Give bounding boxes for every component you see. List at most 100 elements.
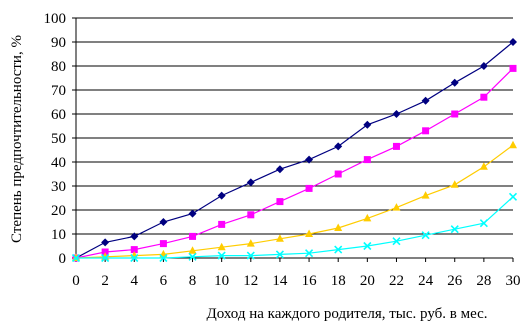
x-tick-label: 14 [272,273,288,289]
data-point [188,246,197,254]
x-tick-label: 22 [389,273,404,289]
data-point [188,209,197,218]
series-1 [72,38,517,262]
data-point [363,156,371,164]
data-point [421,191,430,199]
x-tick-label: 26 [447,273,463,289]
data-point [305,184,313,192]
data-point [363,120,372,129]
y-tick-label: 90 [51,35,66,51]
y-tick-label: 100 [44,11,67,27]
data-point [159,253,168,263]
series-line [76,196,514,259]
x-tick-label: 20 [360,273,375,289]
data-point [246,251,255,260]
data-point [217,191,226,200]
data-point [392,203,401,211]
data-point [217,251,226,260]
data-point [422,127,430,135]
data-point [305,229,314,237]
x-tick-label: 6 [160,273,168,289]
gridlines [76,17,513,235]
data-point [392,142,400,150]
data-point [275,234,284,242]
data-point [508,192,518,201]
data-point [275,250,284,259]
data-point [334,170,342,178]
data-point [450,225,459,234]
data-point [392,110,401,118]
data-point [450,180,459,188]
x-axis-title: Доход на каждого родителя, тыс. руб. в м… [206,306,487,322]
data-point [71,253,81,263]
x-tick-label: 18 [331,273,346,289]
data-point [275,165,284,174]
data-point [130,253,139,263]
data-point [509,64,517,72]
data-point [421,231,430,240]
y-tick-label: 0 [59,251,67,267]
data-point [101,248,109,256]
data-point [246,239,255,247]
x-tick-label: 12 [243,273,258,289]
data-point [218,220,226,228]
series-group [71,38,518,263]
x-tick-label: 28 [476,273,491,289]
data-point [188,252,197,261]
data-point [334,142,343,151]
data-point [479,162,488,170]
data-point [451,110,459,118]
x-tick-labels: 0 2 4 6 8 10 12 14 16 18 20 22 24 26 28 30 [72,273,520,289]
data-point [480,93,488,101]
data-point [450,78,459,87]
x-tick-label: 0 [72,273,80,289]
x-tick-label: 8 [189,273,197,289]
data-point [189,232,197,240]
data-point [363,213,372,222]
x-tick-label: 2 [101,273,109,289]
x-tick-label: 10 [214,273,229,289]
data-point [246,178,255,187]
y-axis-title: Степень предпочтительности, % [9,35,25,243]
y-tick-label: 70 [51,83,66,99]
data-point [334,245,343,254]
x-tick-label: 24 [418,273,434,289]
y-tick-label: 10 [51,227,66,243]
data-point [159,240,167,248]
x-tick-label: 16 [302,273,318,289]
series-line [75,144,514,259]
data-point [479,62,488,70]
series-3 [72,140,517,261]
data-point [334,223,343,231]
y-tick-label: 40 [51,155,66,171]
series-line [75,67,514,259]
series-4 [71,192,518,263]
y-tick-label: 50 [51,131,66,147]
data-point [305,155,314,164]
axes [72,17,514,262]
data-point [217,242,226,251]
data-point [479,219,488,228]
y-tick-label: 80 [51,59,66,75]
y-tick-labels: 0 10 20 30 40 50 60 70 80 90 100 [44,11,67,267]
data-point [305,249,314,258]
series-line [75,41,514,259]
y-tick-label: 60 [51,107,66,123]
y-tick-label: 30 [51,179,66,195]
data-point [247,211,255,219]
data-point [509,140,517,149]
x-tick-label: 4 [131,273,139,289]
x-tick-label: 30 [506,273,521,289]
data-point [130,246,138,254]
data-point [363,241,372,251]
series-2 [72,64,517,262]
data-point [392,237,401,246]
data-point [101,253,110,263]
data-point [509,38,517,46]
y-tick-label: 20 [51,203,66,219]
data-point [276,198,284,206]
data-point [421,96,430,105]
data-point [101,238,110,247]
data-point [159,218,168,226]
